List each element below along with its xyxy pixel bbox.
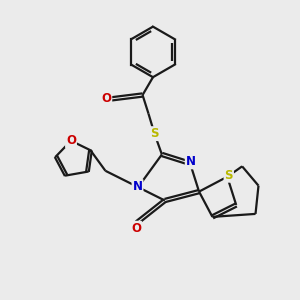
Text: S: S — [150, 127, 159, 140]
Text: N: N — [186, 155, 196, 168]
Text: N: N — [133, 180, 142, 193]
Text: O: O — [131, 222, 141, 235]
Text: O: O — [101, 92, 111, 105]
Text: S: S — [224, 169, 233, 182]
Text: O: O — [66, 134, 76, 147]
